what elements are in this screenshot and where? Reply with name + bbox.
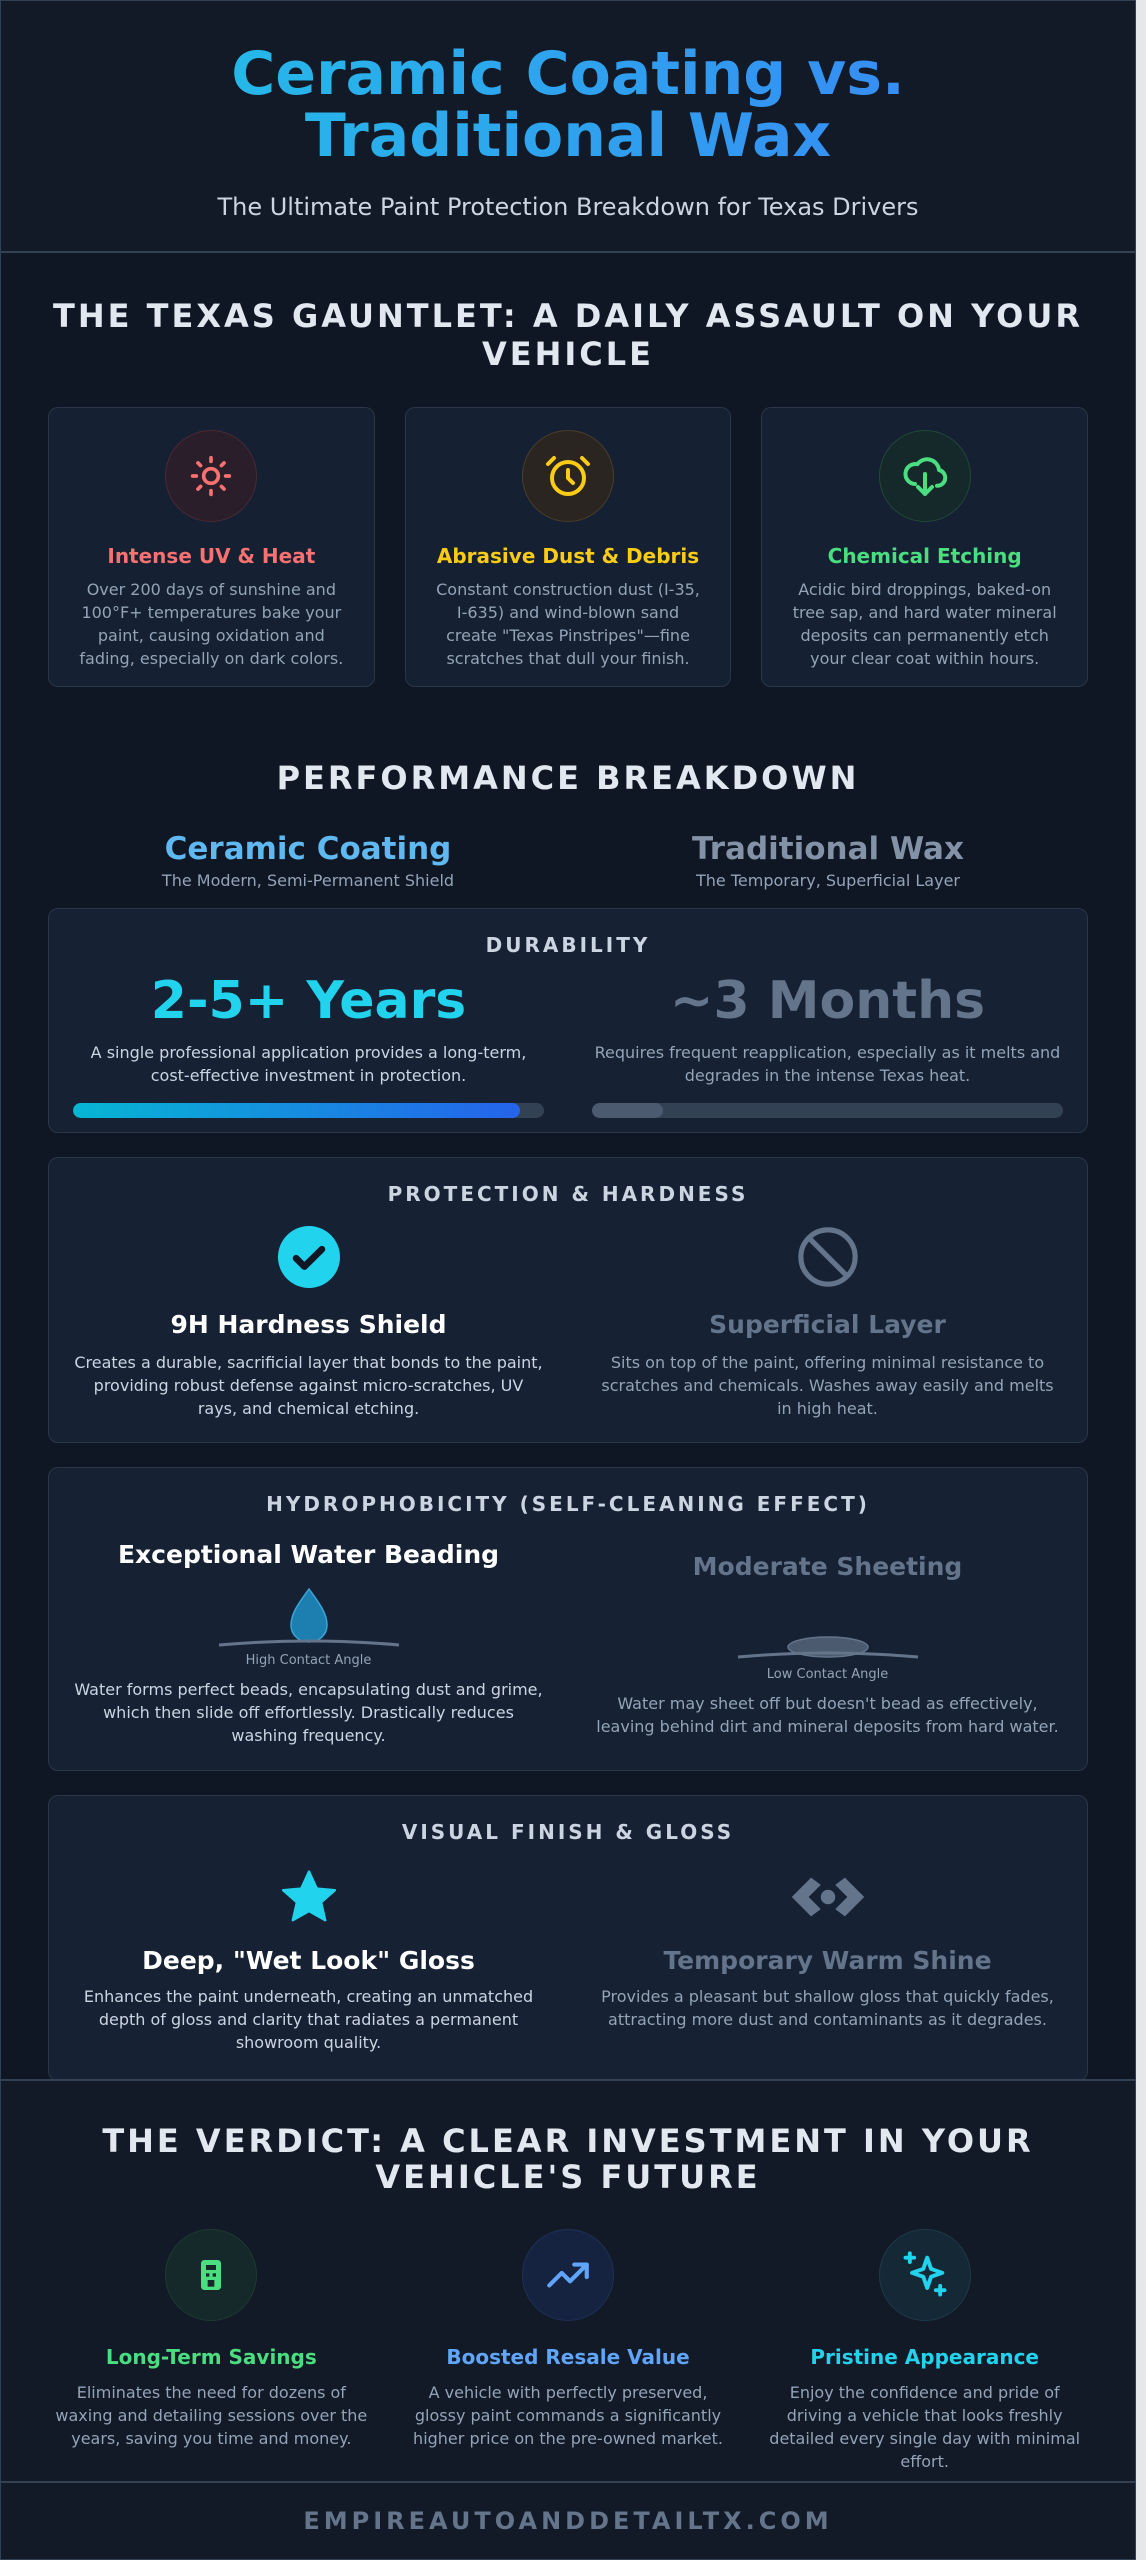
wax-tagline: The Temporary, Superficial Layer [695, 871, 960, 890]
hydro-wax: Moderate Sheeting Low Contact Angle Wate… [568, 1540, 1087, 1747]
durability-wax-value: ~3 Months [669, 971, 986, 1031]
durability-wax: ~3 Months Requires frequent reapplicatio… [568, 971, 1087, 1118]
protection-columns: 9H Hardness Shield Creates a durable, sa… [49, 1226, 1087, 1420]
durability-ceramic-value: 2-5+ Years [150, 971, 467, 1031]
durability-wax-bar [592, 1103, 1063, 1118]
hydro-wax-text: Water may sheet off but doesn't bead as … [596, 1694, 1059, 1736]
benefit-grid: Long-Term Savings Eliminates the need fo… [1, 2229, 1135, 2473]
finish-wax: Temporary Warm Shine Provides a pleasant… [568, 1868, 1087, 2054]
benefit-resale-text: A vehicle with perfectly preserved, glos… [413, 2383, 723, 2448]
check-circle-icon [49, 1226, 568, 1288]
hydro-ceramic: Exceptional Water Beading High Contact A… [49, 1540, 568, 1747]
protection-card: PROTECTION & HARDNESS 9H Hardness Shield… [48, 1157, 1088, 1443]
hydrophobicity-columns: Exceptional Water Beading High Contact A… [49, 1540, 1087, 1747]
threat-title-uv: Intense UV & Heat [107, 544, 316, 568]
benefit-savings-text: Eliminates the need for dozens of waxing… [55, 2383, 368, 2448]
finish-ceramic-text: Enhances the paint underneath, creating … [83, 1987, 534, 2052]
finish-ceramic: Deep, "Wet Look" Gloss Enhances the pain… [49, 1868, 568, 2054]
water-sheet-icon [568, 1621, 1087, 1661]
threat-text-chemical: Acidic bird droppings, baked-on tree sap… [792, 580, 1057, 668]
ceramic-header: Ceramic Coating The Modern, Semi-Permane… [48, 831, 568, 890]
durability-wax-bar-fill [592, 1103, 663, 1118]
protection-ceramic-title: 9H Hardness Shield [170, 1310, 447, 1339]
sun-icon [165, 430, 258, 522]
benefit-savings: Long-Term Savings Eliminates the need fo… [48, 2229, 375, 2473]
benefit-appearance-title: Pristine Appearance [810, 2345, 1039, 2369]
wax-name: Traditional Wax [692, 831, 964, 867]
ceramic-tagline: The Modern, Semi-Permanent Shield [161, 871, 455, 890]
hydro-ceramic-text: Water forms perfect beads, encapsulating… [74, 1680, 543, 1745]
ceramic-name: Ceramic Coating [164, 831, 452, 867]
hero-header: Ceramic Coating vs. Traditional Wax The … [1, 1, 1135, 253]
finish-card: VISUAL FINISH & GLOSS Deep, "Wet Look" G… [48, 1795, 1088, 2081]
footer: EMPIREAUTOANDDETAILTX.COM [1, 2481, 1135, 2559]
page-subtitle: The Ultimate Paint Protection Breakdown … [217, 193, 919, 221]
finish-ceramic-title: Deep, "Wet Look" Gloss [142, 1946, 475, 1975]
threat-card-uv: Intense UV & Heat Over 200 days of sunsh… [48, 407, 375, 687]
piggy-bank-icon [165, 2229, 258, 2321]
verdict-section: THE VERDICT: A CLEAR INVESTMENT IN YOUR … [1, 2079, 1135, 2481]
protection-ceramic-text: Creates a durable, sacrificial layer tha… [74, 1353, 543, 1418]
gauntlet-section: THE TEXAS GAUNTLET: A DAILY ASSAULT ON Y… [1, 297, 1135, 687]
finish-wax-text: Provides a pleasant but shallow gloss th… [601, 1987, 1054, 2029]
hydro-wax-title: Moderate Sheeting [692, 1552, 963, 1581]
protection-title: PROTECTION & HARDNESS [387, 1182, 749, 1206]
benefit-appearance: Pristine Appearance Enjoy the confidence… [761, 2229, 1088, 2473]
clock-icon [522, 430, 614, 522]
footer-website-link[interactable]: EMPIREAUTOANDDETAILTX.COM [303, 2507, 833, 2535]
durability-ceramic-bar [73, 1103, 544, 1118]
benefit-resale: Boosted Resale Value A vehicle with perf… [405, 2229, 732, 2473]
durability-card: DURABILITY 2-5+ Years A single professio… [48, 908, 1088, 1133]
hydrophobicity-card: HYDROPHOBICITY (SELF-CLEANING EFFECT) Ex… [48, 1467, 1088, 1771]
durability-ceramic-text: A single professional application provid… [90, 1043, 527, 1085]
benefit-savings-title: Long-Term Savings [105, 2345, 317, 2369]
threat-text-uv: Over 200 days of sunshine and 100°F+ tem… [79, 580, 344, 668]
hydro-ceramic-label: High Contact Angle [245, 1653, 372, 1668]
trending-up-icon [522, 2229, 614, 2321]
hydrophobicity-title: HYDROPHOBICITY (SELF-CLEANING EFFECT) [266, 1492, 870, 1516]
protection-wax-title: Superficial Layer [709, 1310, 946, 1339]
performance-section: PERFORMANCE BREAKDOWN Ceramic Coating Th… [1, 759, 1135, 2081]
star-icon [49, 1868, 568, 1926]
durability-ceramic-bar-fill [73, 1103, 521, 1118]
benefit-resale-title: Boosted Resale Value [446, 2345, 690, 2369]
prohibited-icon [568, 1226, 1087, 1288]
code-diamond-icon [568, 1868, 1087, 1926]
page-scrollbar[interactable] [1136, 0, 1146, 2560]
gauntlet-title: THE TEXAS GAUNTLET: A DAILY ASSAULT ON Y… [53, 297, 1083, 373]
threat-card-chemical: Chemical Etching Acidic bird droppings, … [761, 407, 1089, 687]
wax-header: Traditional Wax The Temporary, Superfici… [568, 831, 1088, 890]
hydro-ceramic-title: Exceptional Water Beading [117, 1540, 500, 1569]
verdict-title: THE VERDICT: A CLEAR INVESTMENT IN YOUR … [102, 2122, 1034, 2196]
protection-wax-text: Sits on top of the paint, offering minim… [601, 1353, 1054, 1418]
durability-title: DURABILITY [485, 933, 651, 957]
finish-title: VISUAL FINISH & GLOSS [401, 1820, 735, 1844]
cloud-download-icon [878, 430, 971, 522]
finish-columns: Deep, "Wet Look" Gloss Enhances the pain… [49, 1868, 1087, 2054]
protection-ceramic: 9H Hardness Shield Creates a durable, sa… [49, 1226, 568, 1420]
comparison-headers: Ceramic Coating The Modern, Semi-Permane… [1, 831, 1135, 890]
threat-grid: Intense UV & Heat Over 200 days of sunsh… [1, 407, 1135, 687]
threat-text-dust: Constant construction dust (I-35, I-635)… [436, 580, 700, 668]
protection-wax: Superficial Layer Sits on top of the pai… [568, 1226, 1087, 1420]
performance-title: PERFORMANCE BREAKDOWN [276, 759, 860, 797]
threat-card-dust: Abrasive Dust & Debris Constant construc… [404, 407, 732, 687]
durability-ceramic: 2-5+ Years A single professional applica… [49, 971, 568, 1118]
durability-columns: 2-5+ Years A single professional applica… [49, 971, 1087, 1118]
water-bead-icon [49, 1587, 568, 1647]
sparkle-icon [878, 2229, 971, 2321]
page-title: Ceramic Coating vs. Traditional Wax [48, 43, 1088, 167]
benefit-appearance-text: Enjoy the confidence and pride of drivin… [769, 2383, 1081, 2471]
hydro-wax-label: Low Contact Angle [766, 1667, 889, 1682]
threat-title-chemical: Chemical Etching [827, 544, 1022, 568]
finish-wax-title: Temporary Warm Shine [663, 1946, 992, 1975]
threat-title-dust: Abrasive Dust & Debris [436, 544, 700, 568]
durability-wax-text: Requires frequent reapplication, especia… [594, 1043, 1061, 1085]
